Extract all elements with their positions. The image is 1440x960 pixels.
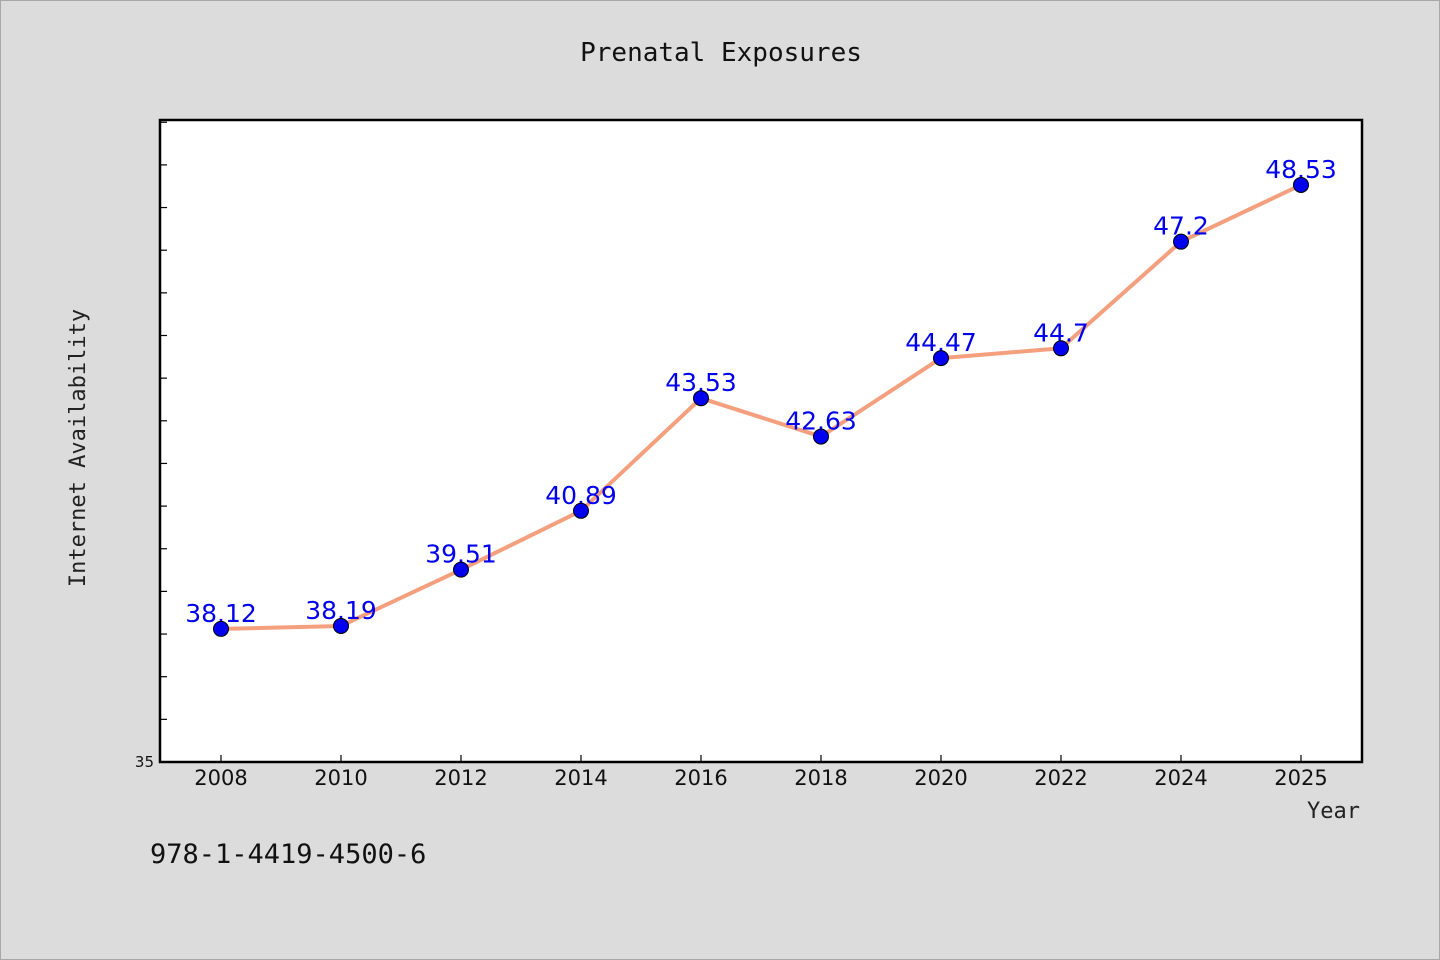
data-point [693,390,709,407]
y-axis-label: Internet Availability [66,309,91,587]
x-axis-label: Year [1307,799,1360,824]
chart-title: Prenatal Exposures [580,38,862,68]
x-tick-label: 2025 [1274,766,1327,790]
x-tick-label: 2022 [1034,766,1087,790]
data-point [213,620,229,637]
y-tick-label: 35 [135,753,154,771]
data-point [1293,176,1309,193]
data-point [333,617,349,634]
x-tick-label: 2010 [314,766,367,790]
x-tick-label: 2008 [194,766,247,790]
data-point [933,350,949,367]
data-point [1173,233,1189,250]
x-tick-label: 2012 [434,766,487,790]
plot-area [158,118,1364,764]
data-point [1053,340,1069,357]
x-axis-ticks: 2008 2010 2012 2014 2016 2018 2020 2022 2024 2025 [194,755,1328,790]
x-tick-label: 2018 [794,766,847,790]
data-point [573,502,589,519]
y-axis-ticks: 35 [135,121,167,771]
data-point [453,561,469,578]
x-tick-label: 2016 [674,766,727,790]
data-point [813,428,829,445]
x-tick-label: 2020 [914,766,967,790]
x-tick-label: 2014 [554,766,607,790]
x-tick-label: 2024 [1154,766,1207,790]
isbn-text: 978-1-4419-4500-6 [150,839,426,870]
series-line [219,182,1303,631]
